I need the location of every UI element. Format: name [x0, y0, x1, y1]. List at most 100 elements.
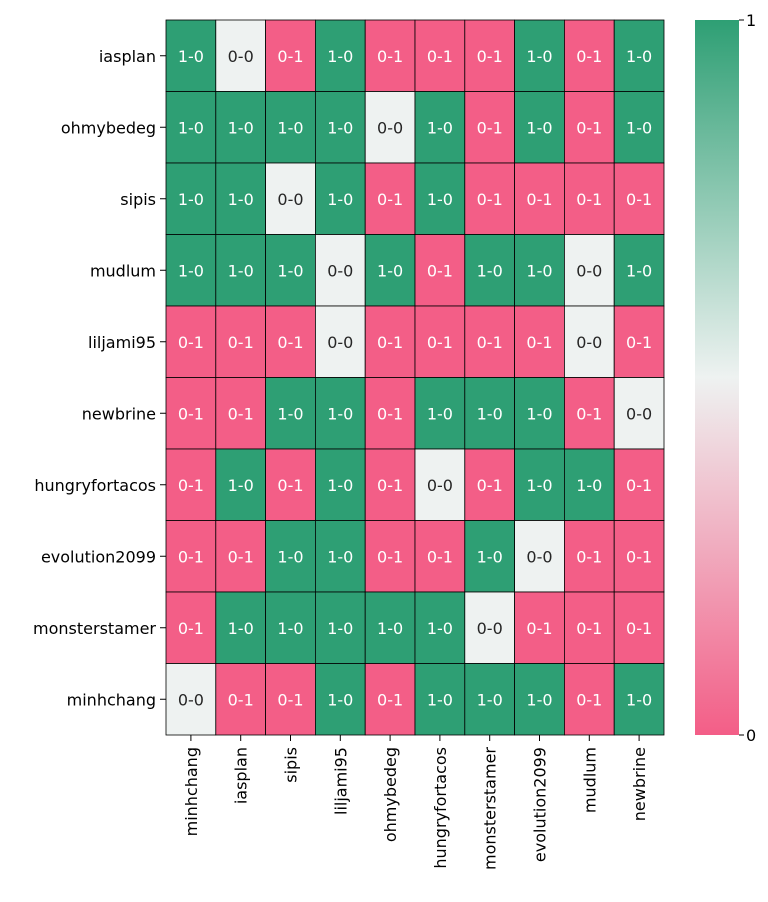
row-label: minhchang	[67, 690, 156, 709]
cell-annotation: 0-1	[228, 547, 254, 566]
column-label: liljami95	[331, 747, 350, 815]
heatmap-cell	[364, 591, 416, 664]
heatmap-cell	[464, 162, 515, 235]
cell-annotation: 1-0	[377, 261, 403, 280]
cell-annotation: 1-0	[477, 690, 503, 709]
cell-annotation: 0-1	[228, 333, 254, 352]
heatmap-cell	[265, 91, 316, 164]
heatmap-cell	[613, 305, 665, 378]
row-label: hungryfortacos	[34, 476, 156, 495]
cell-annotation: 1-0	[228, 118, 254, 137]
cell-annotation: 0-1	[626, 547, 652, 566]
cell-annotation: 1-0	[526, 261, 552, 280]
heatmap-cell	[464, 448, 515, 521]
colorbar-label-max: 1	[746, 11, 756, 30]
cell-annotation: 1-0	[526, 47, 552, 66]
cell-annotation: 0-1	[377, 690, 403, 709]
row-label: sipis	[120, 190, 156, 209]
heatmap-cell	[613, 19, 665, 92]
cell-annotation: 0-1	[228, 690, 254, 709]
heatmap-cell	[364, 234, 416, 307]
colorbar: 1 0	[695, 11, 756, 745]
heatmap-cell	[314, 663, 366, 736]
cell-annotation: 0-0	[377, 118, 403, 137]
heatmap-cell	[514, 162, 565, 235]
cell-annotation: 0-1	[576, 118, 602, 137]
heatmap-cell	[564, 305, 615, 378]
heatmap-cell	[364, 663, 416, 736]
column-label: monsterstamer	[481, 747, 500, 870]
cell-annotation: 0-0	[477, 619, 503, 638]
cell-annotation: 0-1	[576, 47, 602, 66]
cell-annotation: 0-1	[277, 333, 303, 352]
heatmap-cell	[514, 305, 565, 378]
colorbar-label-min: 0	[746, 726, 756, 745]
cell-annotation: 0-1	[477, 333, 503, 352]
cell-annotation: 0-0	[327, 333, 353, 352]
row-label: ohmybedeg	[61, 118, 156, 137]
heatmap-cell	[514, 448, 565, 521]
heatmap-cell	[314, 91, 366, 164]
cell-annotation: 1-0	[327, 190, 353, 209]
heatmap-cell	[514, 19, 565, 92]
heatmap-cell	[314, 591, 366, 664]
cell-annotation: 0-1	[178, 476, 204, 495]
row-label: iasplan	[99, 47, 156, 66]
heatmap-cell	[165, 377, 217, 450]
cell-annotation: 1-0	[327, 118, 353, 137]
heatmap-cell	[265, 591, 316, 664]
heatmap-cell	[564, 91, 615, 164]
cell-annotation: 0-1	[427, 547, 453, 566]
cell-annotation: 1-0	[427, 190, 453, 209]
cell-annotation: 0-1	[228, 404, 254, 423]
heatmap-cell	[613, 591, 665, 664]
cell-annotation: 1-0	[427, 619, 453, 638]
heatmap-cell	[464, 91, 515, 164]
column-label: newbrine	[630, 747, 649, 821]
cell-annotation: 1-0	[277, 547, 303, 566]
cell-annotation: 0-1	[576, 190, 602, 209]
heatmap-cell	[265, 162, 316, 235]
cell-annotation: 1-0	[327, 476, 353, 495]
cell-annotation: 1-0	[327, 47, 353, 66]
cell-annotation: 0-0	[576, 261, 602, 280]
heatmap-cell	[464, 234, 515, 307]
heatmap-cell	[414, 448, 466, 521]
cell-annotation: 0-1	[427, 333, 453, 352]
cell-annotation: 1-0	[228, 476, 254, 495]
cell-annotation: 1-0	[477, 404, 503, 423]
heatmap-cell	[514, 663, 565, 736]
heatmap-cell	[215, 91, 267, 164]
heatmap-cell	[613, 162, 665, 235]
heatmap-cell	[514, 91, 565, 164]
heatmap-cell	[165, 162, 217, 235]
cell-annotation: 0-0	[626, 404, 652, 423]
cell-annotation: 1-0	[526, 404, 552, 423]
cell-annotation: 1-0	[477, 547, 503, 566]
cell-annotation: 0-1	[377, 476, 403, 495]
column-label: mudlum	[580, 747, 599, 813]
heatmap-cell	[364, 377, 416, 450]
heatmap-cell	[564, 234, 615, 307]
heatmap-cell	[364, 520, 416, 593]
heatmap-cell	[414, 663, 466, 736]
heatmap-cell	[514, 520, 565, 593]
row-label: mudlum	[90, 261, 156, 280]
heatmap-cell	[165, 448, 217, 521]
cell-annotation: 1-0	[228, 261, 254, 280]
heatmap-cell	[215, 591, 267, 664]
cell-annotation: 1-0	[526, 476, 552, 495]
heatmap-cell	[464, 591, 515, 664]
cell-annotation: 1-0	[427, 404, 453, 423]
cell-annotation: 0-1	[526, 333, 552, 352]
cell-annotation: 1-0	[526, 118, 552, 137]
cell-annotation: 0-0	[576, 333, 602, 352]
column-label: ohmybedeg	[381, 747, 400, 842]
heatmap-cell	[364, 19, 416, 92]
heatmap-cell	[564, 448, 615, 521]
cell-annotation: 0-1	[377, 190, 403, 209]
heatmap-cell	[265, 305, 316, 378]
cell-annotation: 1-0	[277, 118, 303, 137]
cell-annotation: 0-0	[327, 261, 353, 280]
